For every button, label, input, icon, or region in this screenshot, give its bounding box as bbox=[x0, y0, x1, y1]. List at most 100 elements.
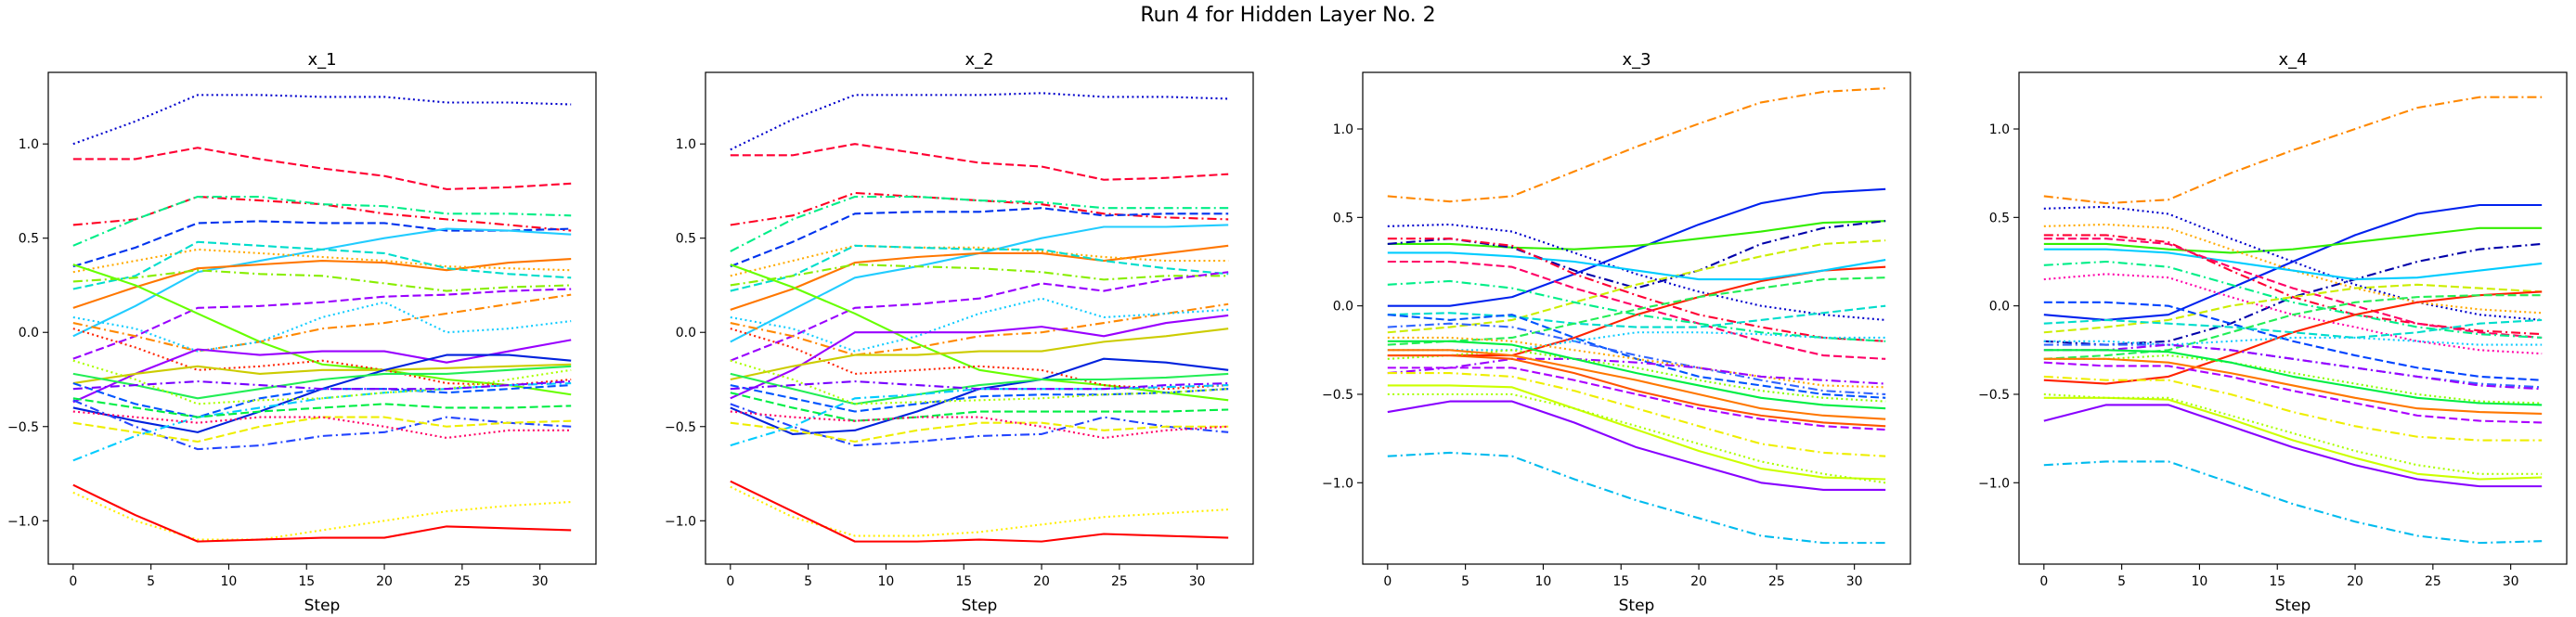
series-line-15 bbox=[72, 328, 572, 387]
series-line-28 bbox=[72, 491, 572, 541]
x-tick-label: 25 bbox=[1111, 574, 1128, 589]
x-tick-label: 15 bbox=[955, 574, 972, 589]
series-line-15 bbox=[2043, 294, 2543, 360]
series-line-27 bbox=[2043, 404, 2543, 488]
series-line-27 bbox=[730, 379, 1229, 391]
y-tick-label: 0.5 bbox=[1989, 211, 2010, 225]
series-group bbox=[730, 92, 1229, 543]
series-line-2 bbox=[730, 143, 1229, 181]
series-line-2 bbox=[2043, 203, 2543, 321]
series-line-5 bbox=[730, 207, 1229, 268]
series-line-10 bbox=[1387, 238, 1886, 342]
series-line-12 bbox=[1387, 279, 1886, 342]
panel-title: x_3 bbox=[1622, 50, 1650, 70]
series-line-1 bbox=[2043, 96, 2543, 205]
series-line-9 bbox=[2043, 238, 2543, 340]
x-tick-label: 10 bbox=[1535, 574, 1552, 589]
y-tick-label: −0.5 bbox=[665, 420, 696, 435]
series-line-16 bbox=[2043, 318, 2543, 340]
x-tick-label: 25 bbox=[454, 574, 471, 589]
series-line-7 bbox=[72, 257, 572, 309]
panel-title: x_4 bbox=[2278, 50, 2307, 70]
chart-panel-1: 0 5 10 15 20 25 30 −1.0 −0.5 0.0 0.5 1.0 x_1 Step bbox=[7, 50, 597, 615]
series-line-19 bbox=[72, 399, 572, 451]
series-line-21 bbox=[1387, 340, 1886, 410]
series-line-1 bbox=[1387, 87, 1886, 203]
series-group bbox=[72, 94, 572, 543]
x-tick-label: 10 bbox=[878, 574, 895, 589]
y-tick-label: −0.5 bbox=[1322, 388, 1353, 403]
plot-frame bbox=[705, 71, 1254, 565]
x-tick-label: 20 bbox=[376, 574, 393, 589]
series-line-4 bbox=[2043, 242, 2543, 346]
series-line-27 bbox=[72, 379, 572, 391]
series-line-25 bbox=[1387, 372, 1886, 457]
chart-panel-3: 0 5 10 15 20 25 30 −1.0 −0.5 0.0 0.5 1.0 x_3 Step bbox=[1322, 50, 1911, 615]
series-line-16 bbox=[730, 314, 1229, 400]
series-line-24 bbox=[730, 421, 1229, 443]
y-tick-label: −1.0 bbox=[1322, 476, 1353, 491]
series-line-28 bbox=[1387, 451, 1886, 545]
series-line-2 bbox=[72, 147, 572, 190]
y-tick-label: 1.0 bbox=[1989, 122, 2010, 137]
x-tick-label: 5 bbox=[1461, 574, 1469, 589]
series-line-9 bbox=[1387, 260, 1886, 360]
series-line-5 bbox=[72, 220, 572, 268]
series-line-11 bbox=[2043, 260, 2543, 340]
series-line-17 bbox=[730, 328, 1229, 381]
x-axis-label: Step bbox=[962, 597, 998, 615]
series-line-3 bbox=[1387, 220, 1886, 251]
x-axis-label: Step bbox=[1619, 597, 1655, 615]
series-line-3 bbox=[2043, 226, 2543, 254]
x-tick-label: 0 bbox=[2039, 574, 2048, 589]
y-tick-label: 0.5 bbox=[1333, 211, 1353, 225]
y-tick-label: 0.0 bbox=[676, 326, 696, 341]
series-line-20 bbox=[1387, 349, 1886, 420]
series-line-12 bbox=[730, 264, 1229, 402]
x-tick-label: 0 bbox=[726, 574, 734, 589]
series-line-24 bbox=[1387, 384, 1886, 481]
series-line-21 bbox=[2043, 349, 2543, 406]
series-line-25 bbox=[2043, 396, 2543, 481]
series-line-6 bbox=[2043, 223, 2543, 315]
series-line-22 bbox=[72, 382, 572, 462]
y-tick-label: −0.5 bbox=[1978, 388, 2010, 403]
series-line-17 bbox=[72, 363, 572, 385]
x-tick-label: 30 bbox=[532, 574, 549, 589]
plot-frame bbox=[47, 71, 597, 565]
series-line-1 bbox=[72, 94, 572, 146]
series-line-29 bbox=[730, 480, 1229, 543]
series-line-13 bbox=[2043, 290, 2543, 385]
series-line-27 bbox=[1387, 400, 1886, 491]
series-line-14 bbox=[72, 301, 572, 353]
chart-panel-2: 0 5 10 15 20 25 30 −1.0 −0.5 0.0 0.5 1.0 x_2 Step bbox=[665, 50, 1254, 615]
x-tick-label: 15 bbox=[1612, 574, 1629, 589]
series-line-25 bbox=[72, 397, 572, 418]
y-tick-label: −1.0 bbox=[1978, 476, 2010, 491]
y-tick-label: 0.0 bbox=[19, 326, 39, 341]
series-line-25 bbox=[730, 392, 1229, 422]
series-line-28 bbox=[2043, 460, 2543, 545]
x-tick-label: 15 bbox=[298, 574, 315, 589]
series-line-22 bbox=[2043, 357, 2543, 415]
series-line-9 bbox=[72, 240, 572, 290]
series-line-10 bbox=[72, 269, 572, 292]
y-tick-label: 1.0 bbox=[1333, 122, 1353, 137]
plot-frame bbox=[2018, 71, 2568, 565]
series-line-2 bbox=[1387, 187, 1886, 307]
series-line-20 bbox=[730, 372, 1229, 405]
series-line-8 bbox=[2043, 234, 2543, 336]
series-line-15 bbox=[1387, 322, 1886, 396]
y-tick-label: −1.0 bbox=[7, 514, 39, 529]
chart-panel-4: 0 5 10 15 20 25 30 −1.0 −0.5 0.0 0.5 1.0 x_4 Step bbox=[1978, 50, 2568, 615]
series-line-14 bbox=[1387, 276, 1886, 346]
x-tick-label: 10 bbox=[2192, 574, 2208, 589]
y-tick-label: 0.5 bbox=[19, 232, 39, 247]
y-tick-label: 1.0 bbox=[676, 137, 696, 152]
y-tick-label: 1.0 bbox=[19, 137, 39, 152]
series-line-11 bbox=[1387, 304, 1886, 328]
series-line-7 bbox=[2043, 248, 2543, 281]
y-tick-label: 0.5 bbox=[676, 232, 696, 247]
series-line-22 bbox=[730, 384, 1229, 447]
series-line-21 bbox=[730, 384, 1229, 413]
